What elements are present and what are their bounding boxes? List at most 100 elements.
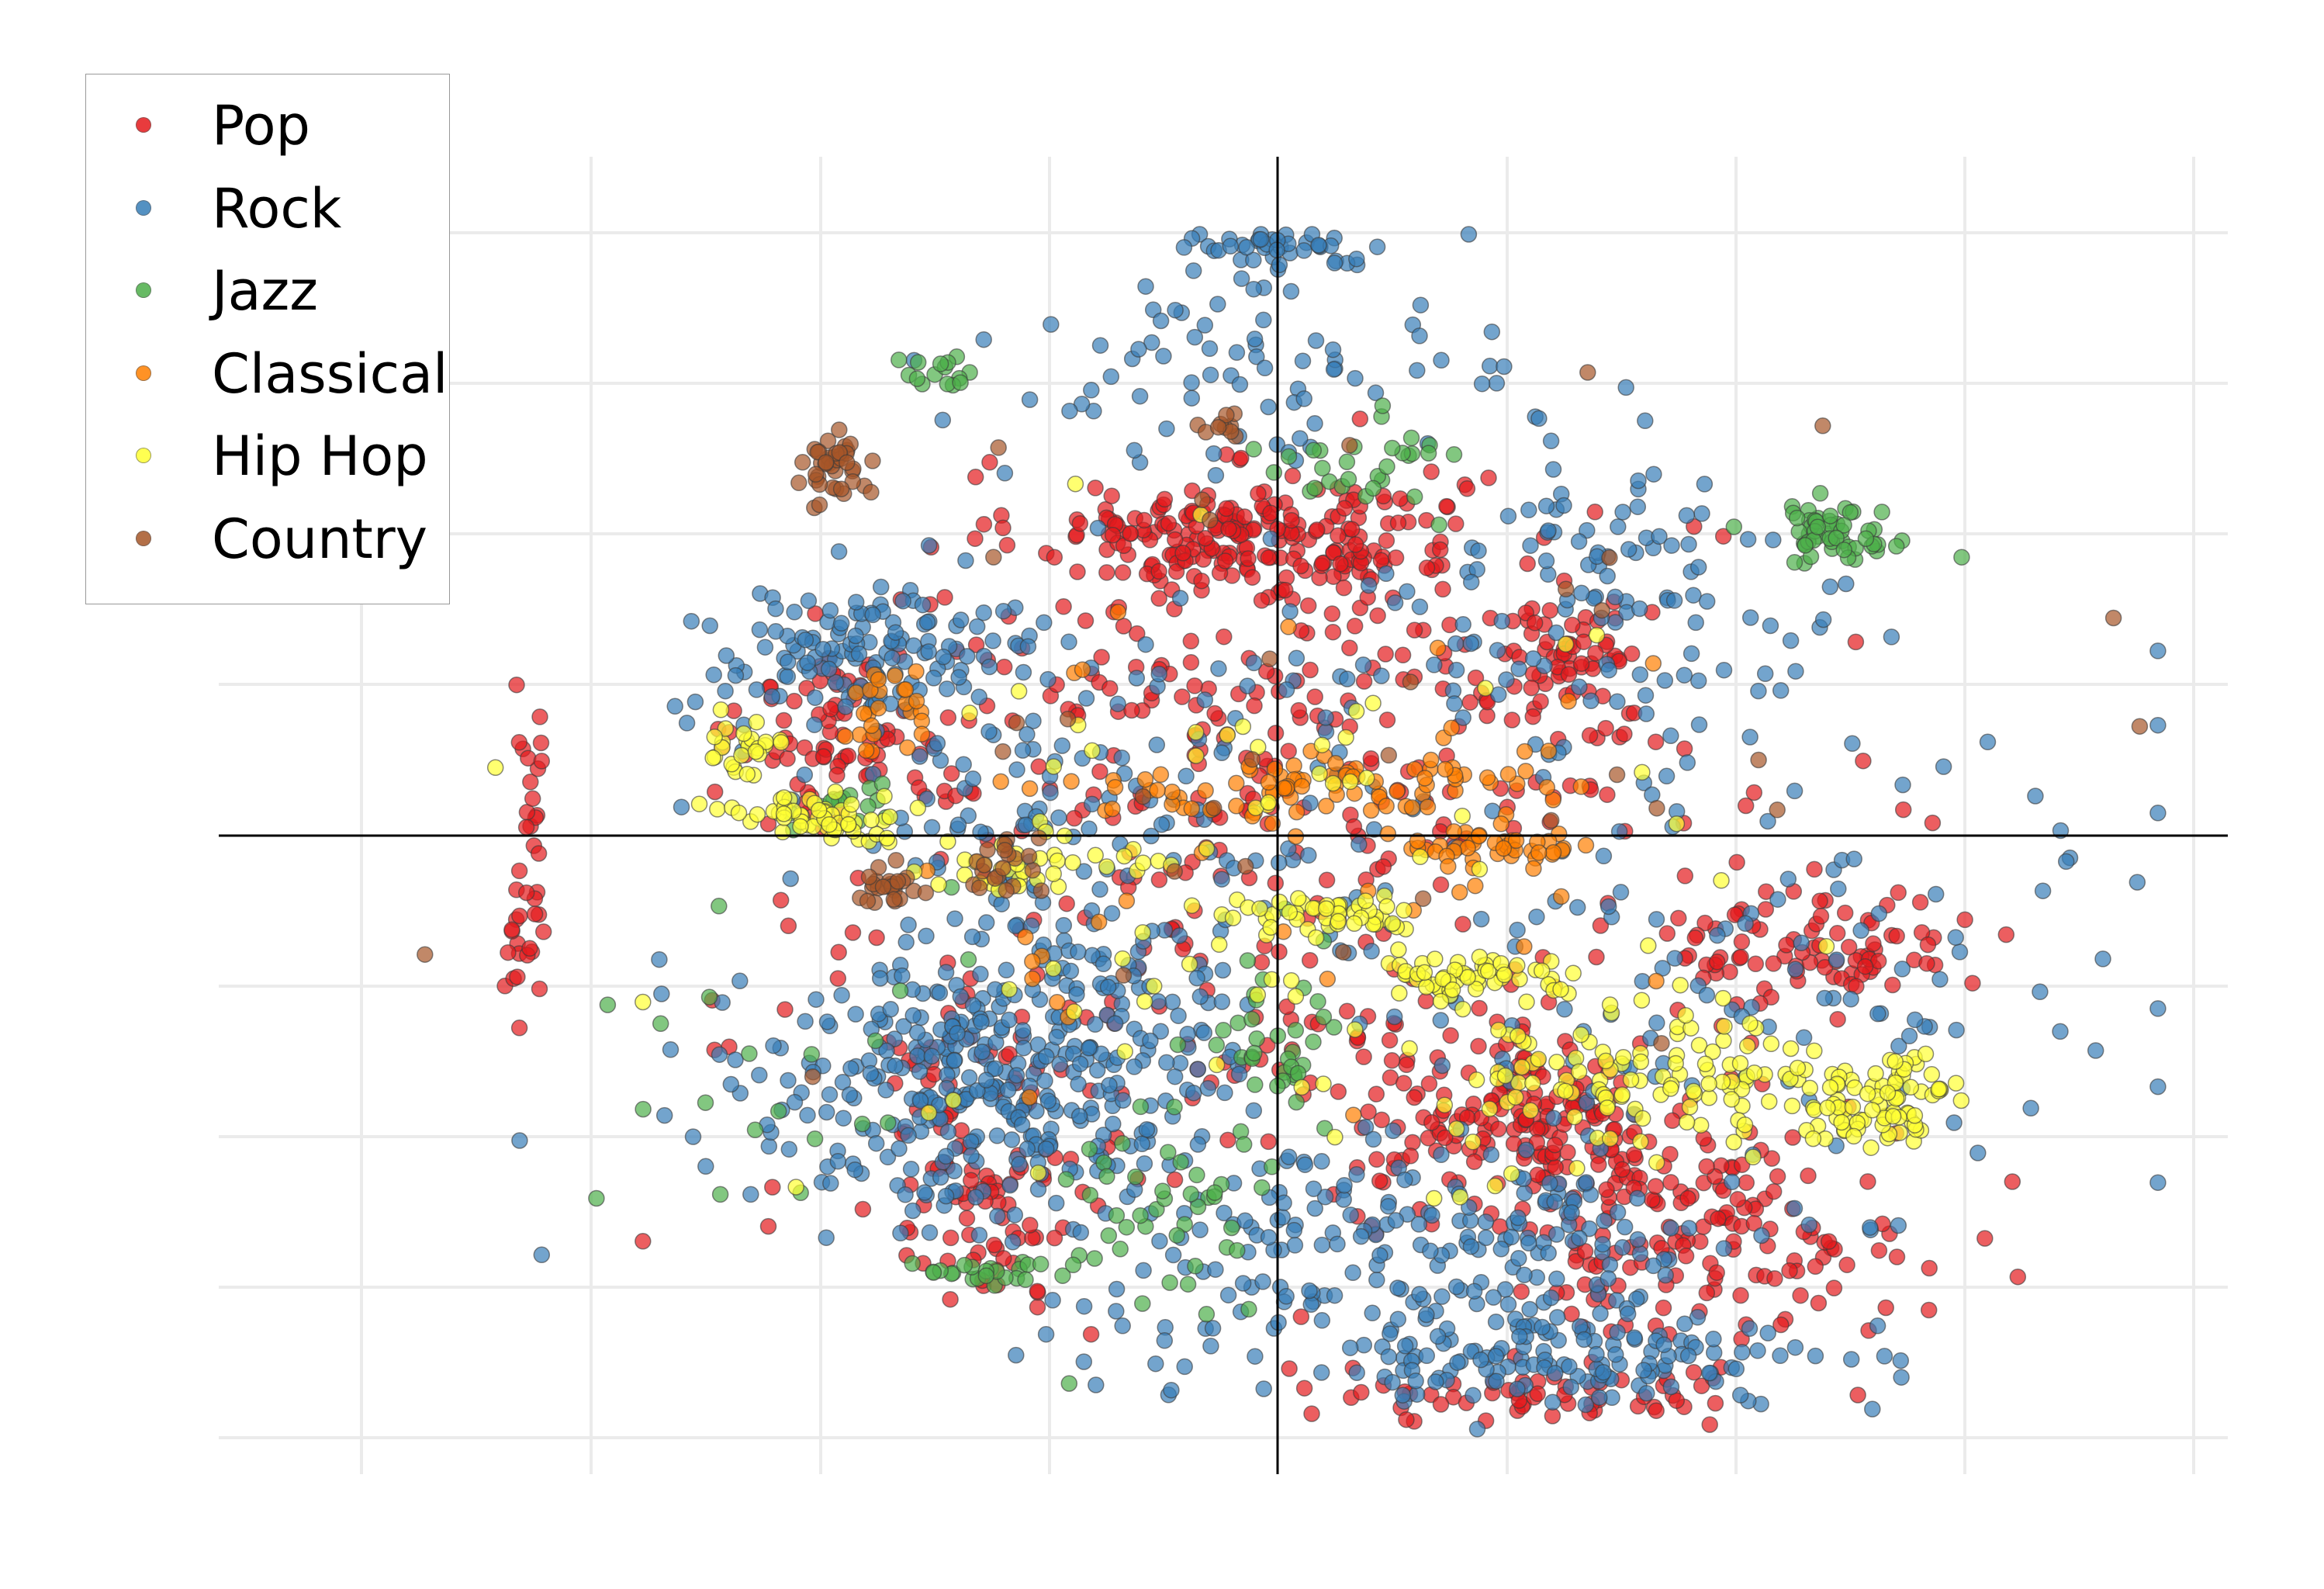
point-pop (1058, 895, 1075, 912)
point-rock (1103, 905, 1121, 922)
point-rock (1893, 1369, 1910, 1386)
point-rock (1663, 537, 1680, 554)
point-pop (1402, 1148, 1420, 1165)
point-rock (1599, 1270, 1617, 1287)
legend-label-classical: Classical (212, 341, 448, 406)
point-rock (1060, 633, 1077, 651)
point-rock (988, 1127, 1006, 1144)
point-rock (1077, 690, 1095, 707)
point-rock (1892, 1352, 1910, 1369)
point-rock (1072, 1224, 1090, 1241)
point-pop (1732, 1286, 1749, 1304)
point-rock (1638, 705, 1655, 722)
point-rock (1571, 678, 1588, 696)
point-rock (1753, 1227, 1770, 1245)
point-hip-hop (1260, 794, 1278, 812)
point-rock (1399, 583, 1416, 601)
point-rock (1503, 1228, 1520, 1246)
point-rock (1499, 1296, 1517, 1313)
point-hip-hop (1317, 900, 1335, 917)
point-rock (1260, 398, 1277, 416)
point-pop (1745, 1214, 1763, 1232)
point-hip-hop (1412, 848, 1429, 866)
point-classical (1648, 972, 1665, 990)
point-pop (1676, 867, 1694, 885)
point-hip-hop (945, 1092, 962, 1109)
point-country (1205, 799, 1223, 817)
point-rock (1828, 951, 1845, 968)
point-hip-hop (1731, 1054, 1749, 1072)
point-pop (1997, 926, 2015, 943)
point-pop (775, 711, 793, 729)
point-rock (1008, 761, 1025, 778)
point-rock (1036, 1072, 1053, 1089)
point-pop (1091, 763, 1108, 781)
point-rock (1477, 1213, 1495, 1231)
point-pop (1292, 557, 1309, 575)
point-jazz (1873, 504, 1890, 521)
point-rock (1679, 1347, 1697, 1365)
point-rock (1364, 1130, 1382, 1148)
point-rock (1191, 1221, 1209, 1238)
point-rock (1282, 282, 1300, 300)
point-hip-hop (1341, 773, 1359, 791)
point-pop (1136, 511, 1153, 529)
point-rock (1207, 466, 1225, 484)
point-rock (827, 673, 845, 691)
point-rock (1606, 588, 1624, 606)
point-hip-hop (1511, 971, 1528, 988)
point-classical (1478, 769, 1496, 787)
point-hip-hop (1632, 1053, 1650, 1071)
point-rock (1630, 472, 1647, 490)
point-pop (1707, 1394, 1724, 1412)
point-pop (1547, 1158, 1564, 1176)
point-jazz (1188, 1166, 1205, 1184)
point-jazz (1338, 453, 1356, 471)
point-rock (1275, 1194, 1292, 1212)
point-rock (1931, 971, 1949, 988)
point-jazz (1280, 448, 1298, 466)
point-pop (868, 929, 885, 947)
point-rock (1581, 1220, 1598, 1238)
point-pop (1806, 860, 1823, 878)
point-pop (1353, 1383, 1370, 1401)
point-classical (1544, 843, 1562, 861)
point-rock (1011, 1155, 1028, 1173)
point-classical (1288, 803, 1306, 821)
point-rock (871, 970, 889, 987)
point-country (970, 879, 988, 897)
point-rock (2027, 788, 2044, 805)
point-rock (923, 1047, 941, 1065)
point-pop (531, 708, 548, 725)
point-rock (1233, 270, 1250, 287)
point-pop (510, 734, 528, 751)
point-hip-hop (1289, 890, 1307, 907)
point-rock (678, 715, 696, 732)
point-hip-hop (1713, 872, 1730, 889)
point-pop (1829, 1010, 1846, 1028)
point-rock (1617, 379, 1634, 396)
point-rock (911, 1092, 929, 1110)
point-classical (1090, 913, 1108, 931)
point-rock (1870, 905, 1888, 923)
point-hip-hop (1597, 1052, 1614, 1070)
point-rock (1648, 1014, 1665, 1032)
point-jazz (1248, 1030, 1265, 1047)
point-rock (1609, 1324, 1626, 1341)
point-jazz (741, 1045, 758, 1062)
point-rock (742, 1186, 759, 1203)
point-hip-hop (1667, 1054, 1684, 1072)
point-hip-hop (1490, 1021, 1507, 1039)
point-rock (1842, 991, 1859, 1008)
point-rock (1433, 1146, 1450, 1164)
legend-item-country: Country (86, 512, 449, 566)
point-pop (1859, 1173, 1876, 1190)
point-hip-hop (1677, 1006, 1694, 1024)
point-hip-hop (1567, 1049, 1585, 1067)
point-classical (1017, 928, 1034, 946)
point-hip-hop (1902, 1078, 1920, 1096)
point-hip-hop (1522, 1102, 1539, 1120)
point-hip-hop (1817, 937, 1835, 955)
point-rock (1510, 1250, 1527, 1267)
point-hip-hop (1357, 892, 1375, 909)
